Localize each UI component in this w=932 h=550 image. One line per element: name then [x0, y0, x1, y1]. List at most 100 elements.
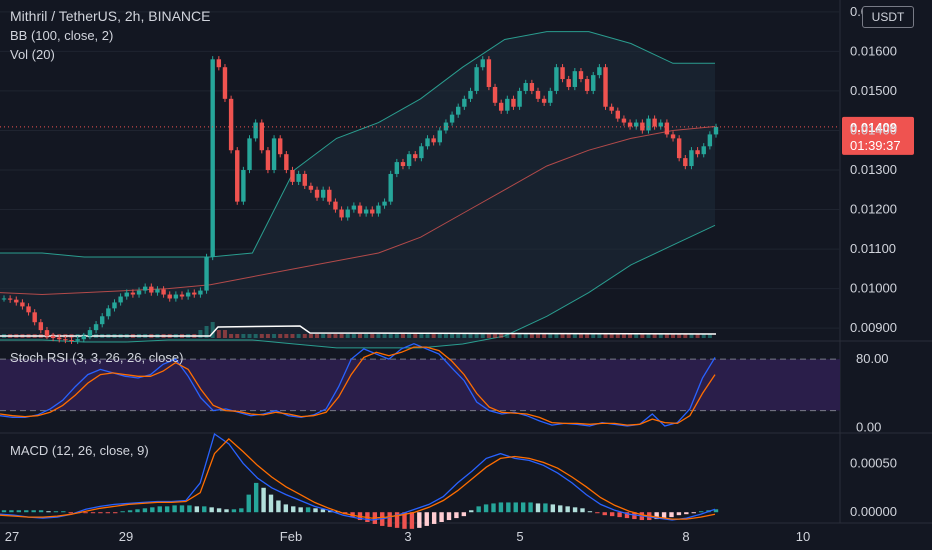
volume-bar: [499, 334, 504, 338]
macd-signal-line: [0, 438, 716, 520]
volume-bar: [701, 334, 706, 338]
candle: [333, 201, 338, 210]
macd-histogram-bar: [528, 502, 533, 513]
volume-bar: [480, 334, 485, 338]
macd-histogram-bar: [617, 512, 622, 518]
macd-histogram-bar: [698, 511, 704, 513]
macd-histogram-bar: [298, 507, 303, 513]
currency-button[interactable]: USDT: [862, 6, 914, 28]
macd-histogram-bar: [90, 512, 96, 514]
candle: [449, 114, 455, 123]
volume-bar: [634, 334, 639, 338]
volume-bar: [241, 334, 246, 338]
macd-histogram-bar: [476, 506, 481, 513]
candle: [345, 209, 350, 218]
candle: [351, 205, 357, 210]
volume-bar: [376, 334, 381, 338]
macd-tick-label: 0.00000: [850, 504, 897, 519]
candle: [474, 67, 479, 91]
macd-histogram-bar: [179, 505, 185, 513]
candle: [327, 189, 332, 202]
candle: [155, 289, 160, 293]
macd-histogram-bar: [291, 506, 296, 513]
volume-bar: [505, 334, 510, 338]
candle: [136, 290, 142, 295]
macd-histogram-bar: [417, 512, 422, 528]
macd-histogram-bar: [624, 512, 630, 519]
candle: [676, 138, 682, 159]
macd-histogram-bar: [113, 512, 118, 514]
macd-histogram-bar: [446, 512, 452, 521]
candle: [290, 170, 295, 182]
volume-bar: [707, 334, 712, 338]
candle: [376, 205, 381, 214]
candle: [7, 298, 13, 300]
macd-histogram-bar: [83, 512, 88, 514]
macd-histogram-bar: [431, 512, 437, 524]
macd-histogram-bar: [261, 487, 266, 513]
candle: [87, 330, 93, 337]
candle: [118, 296, 123, 303]
macd-histogram-bar: [483, 504, 489, 513]
macd-pane[interactable]: [0, 432, 719, 529]
candle: [652, 118, 657, 127]
candle: [81, 336, 86, 340]
volume-bar: [572, 334, 577, 338]
volume-bar: [609, 334, 614, 338]
candle: [603, 67, 608, 107]
volume-bar: [677, 334, 682, 338]
candle: [683, 158, 688, 167]
volume-bar: [308, 334, 313, 338]
volume-bar: [216, 330, 221, 338]
price-tag: [842, 116, 914, 155]
stoch-tick-label: 0.00: [856, 420, 881, 435]
bollinger-upper-line: [0, 31, 715, 258]
time-tick-label: 10: [796, 529, 810, 544]
candle: [265, 150, 271, 170]
candle: [535, 90, 541, 99]
macd-histogram-bar: [194, 506, 200, 513]
volume-bar: [394, 334, 399, 338]
macd-histogram-bar: [580, 508, 585, 513]
macd-histogram-bar: [246, 494, 251, 513]
candle: [210, 59, 215, 257]
candle: [707, 134, 713, 147]
volume-bar: [400, 334, 405, 338]
candle: [591, 75, 596, 91]
volume-bar: [284, 334, 289, 338]
macd-histogram-bar: [565, 506, 570, 513]
candle: [161, 289, 166, 295]
volume-bar: [364, 334, 369, 338]
macd-histogram-bar: [506, 502, 511, 513]
candle: [572, 71, 578, 87]
candle: [431, 138, 436, 143]
candle: [511, 98, 516, 107]
price-pane[interactable]: 0.01409 01:39:37: [0, 31, 914, 349]
candle: [253, 122, 258, 139]
candle: [278, 138, 283, 155]
macd-histogram-bar: [224, 509, 229, 513]
candle: [185, 292, 191, 297]
time-tick-label: Feb: [280, 529, 302, 544]
macd-histogram-bar: [424, 512, 429, 526]
volume-bar: [578, 334, 583, 338]
volume-bar: [652, 334, 657, 338]
candle: [363, 209, 369, 214]
candle: [578, 71, 584, 80]
stoch-rsi-pane[interactable]: [0, 342, 840, 427]
macd-histogram-bar: [491, 503, 496, 513]
volume-bar: [671, 334, 676, 338]
macd-histogram-bar: [46, 511, 51, 513]
volume-bar: [321, 334, 326, 338]
volume-bar: [382, 334, 387, 338]
macd-histogram-bar: [602, 512, 607, 516]
time-tick-label: 27: [5, 529, 19, 544]
macd-tick-label: 0.00050: [850, 455, 897, 470]
macd-histogram-bar: [187, 505, 192, 513]
macd-histogram-bar: [595, 512, 600, 514]
price-tick-label: 0.01600: [850, 43, 897, 58]
macd-histogram-bar: [558, 505, 563, 513]
price-tick-label: 0.01000: [850, 281, 897, 296]
time-tick-label: 3: [404, 529, 411, 544]
